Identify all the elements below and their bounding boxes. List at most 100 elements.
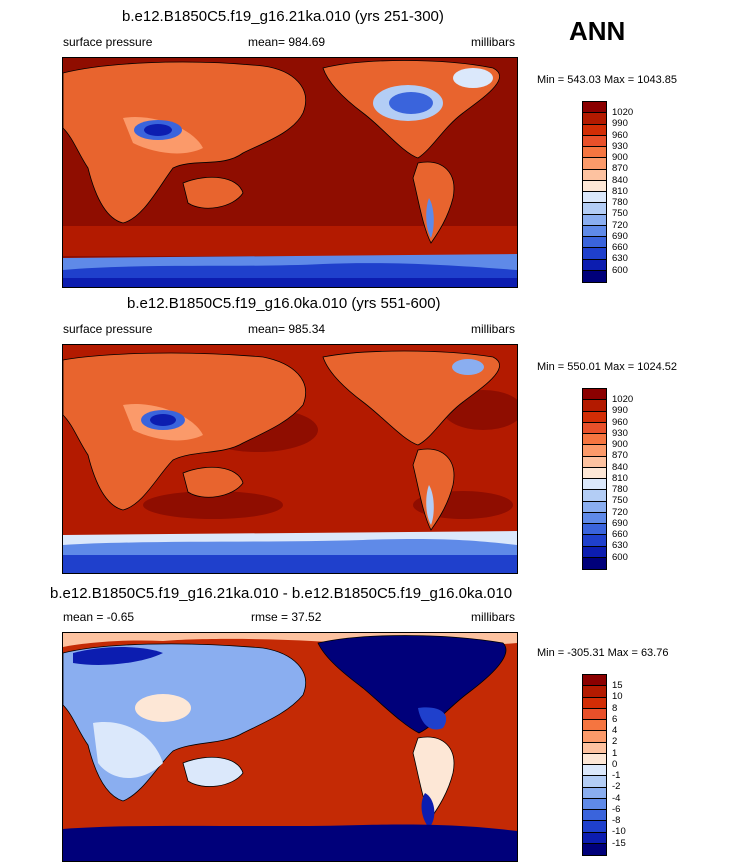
colorbar-swatch	[583, 259, 606, 271]
panel-2-title: b.e12.B1850C5.f19_g16.0ka.010 (yrs 551-6…	[127, 295, 441, 312]
colorbar-tick-label: 870	[612, 163, 628, 175]
colorbar-tick-label: -1	[612, 770, 621, 781]
colorbar-tick-label: 4	[612, 725, 618, 736]
panel-3-rmse-label: rmse = 37.52	[251, 610, 322, 624]
colorbar-swatch	[583, 843, 606, 855]
colorbar-tick-label: 0	[612, 758, 618, 770]
colorbar-tick-label: 690	[612, 517, 628, 529]
colorbar-swatch	[583, 422, 606, 434]
colorbar-tick-label: 1	[612, 747, 618, 759]
panel-2-colorbar	[582, 388, 607, 570]
colorbar-swatch	[583, 248, 606, 260]
colorbar-swatch	[583, 501, 606, 513]
colorbar-swatch	[583, 214, 606, 226]
colorbar-tick-label: 960	[612, 416, 628, 428]
colorbar-swatch	[583, 753, 606, 765]
panel-3-colorbar	[582, 674, 607, 856]
colorbar-swatch	[583, 389, 606, 401]
colorbar-tick-label: 930	[612, 140, 628, 152]
colorbar-tick-label: 990	[612, 118, 628, 130]
colorbar-tick-label: 900	[612, 152, 628, 163]
panel-2-units-label: millibars	[471, 322, 516, 336]
panel-3-minmax: Min = -305.31 Max = 63.76	[537, 647, 669, 659]
colorbar-swatch	[583, 776, 606, 788]
colorbar-tick-label: -2	[612, 781, 621, 793]
colorbar-tick-label: 6	[612, 713, 618, 725]
colorbar-swatch	[583, 158, 606, 170]
panel-1-units-label: millibars	[471, 35, 516, 49]
panel-2-map	[62, 344, 518, 574]
colorbar-swatch	[583, 731, 606, 743]
colorbar-swatch	[583, 821, 606, 833]
colorbar-swatch	[583, 512, 606, 524]
colorbar-tick-label: 660	[612, 242, 628, 253]
panel-1-title: b.e12.B1850C5.f19_g16.21ka.010 (yrs 251-…	[122, 8, 444, 25]
colorbar-swatch	[583, 203, 606, 215]
colorbar-tick-label: -8	[612, 815, 621, 826]
colorbar-swatch	[583, 798, 606, 810]
colorbar-tick-label: 690	[612, 230, 628, 242]
colorbar-swatch	[583, 742, 606, 754]
colorbar-tick-label: 15	[612, 680, 623, 691]
colorbar-swatch	[583, 810, 606, 822]
colorbar-swatch	[583, 557, 606, 569]
colorbar-tick-label: 870	[612, 450, 628, 462]
colorbar-swatch	[583, 490, 606, 502]
colorbar-swatch	[583, 697, 606, 709]
colorbar-swatch	[583, 535, 606, 547]
colorbar-swatch	[583, 546, 606, 558]
colorbar-swatch	[583, 524, 606, 536]
colorbar-tick-label: 960	[612, 129, 628, 141]
colorbar-tick-label: -15	[612, 837, 626, 849]
colorbar-swatch	[583, 708, 606, 720]
colorbar-tick-label: 2	[612, 736, 618, 748]
panel-2-minmax: Min = 550.01 Max = 1024.52	[537, 361, 678, 373]
colorbar-tick-label: 1020	[612, 394, 634, 405]
panel-1-variable-label: surface pressure	[63, 35, 153, 49]
colorbar-swatch	[583, 765, 606, 777]
colorbar-swatch	[583, 686, 606, 698]
colorbar-swatch	[583, 147, 606, 159]
colorbar-swatch	[583, 467, 606, 479]
colorbar-swatch	[583, 445, 606, 457]
colorbar-swatch	[583, 675, 606, 687]
colorbar-tick-label: -6	[612, 803, 621, 815]
season-label: ANN	[569, 16, 626, 46]
colorbar-swatch	[583, 192, 606, 204]
colorbar-tick-label: 630	[612, 540, 628, 552]
colorbar-swatch	[583, 411, 606, 423]
colorbar-tick-label: 810	[612, 185, 628, 197]
colorbar-tick-label: 600	[612, 551, 628, 563]
colorbar-tick-label: -4	[612, 792, 621, 804]
colorbar-swatch	[583, 135, 606, 147]
colorbar-tick-label: 780	[612, 484, 628, 495]
colorbar-tick-label: 930	[612, 427, 628, 439]
colorbar-tick-label: -10	[612, 826, 626, 838]
colorbar-tick-label: 840	[612, 461, 628, 473]
colorbar-swatch	[583, 270, 606, 282]
colorbar-swatch	[583, 456, 606, 468]
colorbar-tick-label: 840	[612, 174, 628, 186]
colorbar-swatch	[583, 434, 606, 446]
panel-1-map	[62, 57, 518, 288]
colorbar-swatch	[583, 180, 606, 192]
panel-2-variable-label: surface pressure	[63, 322, 153, 336]
colorbar-tick-label: 8	[612, 702, 618, 714]
colorbar-swatch	[583, 479, 606, 491]
colorbar-tick-label: 810	[612, 472, 628, 484]
colorbar-swatch	[583, 400, 606, 412]
colorbar-swatch	[583, 720, 606, 732]
colorbar-swatch	[583, 832, 606, 844]
colorbar-tick-label: 720	[612, 219, 628, 231]
colorbar-tick-label: 1020	[612, 107, 634, 118]
colorbar-swatch	[583, 124, 606, 136]
colorbar-tick-label: 10	[612, 691, 623, 703]
colorbar-swatch	[583, 225, 606, 237]
colorbar-swatch	[583, 787, 606, 799]
colorbar-swatch	[583, 113, 606, 125]
panel-1-minmax: Min = 543.03 Max = 1043.85	[537, 74, 678, 86]
colorbar-tick-label: 600	[612, 264, 628, 276]
panel-3-mean-label: mean = -0.65	[63, 610, 135, 624]
colorbar-tick-label: 750	[612, 208, 628, 220]
colorbar-tick-label: 990	[612, 405, 628, 417]
